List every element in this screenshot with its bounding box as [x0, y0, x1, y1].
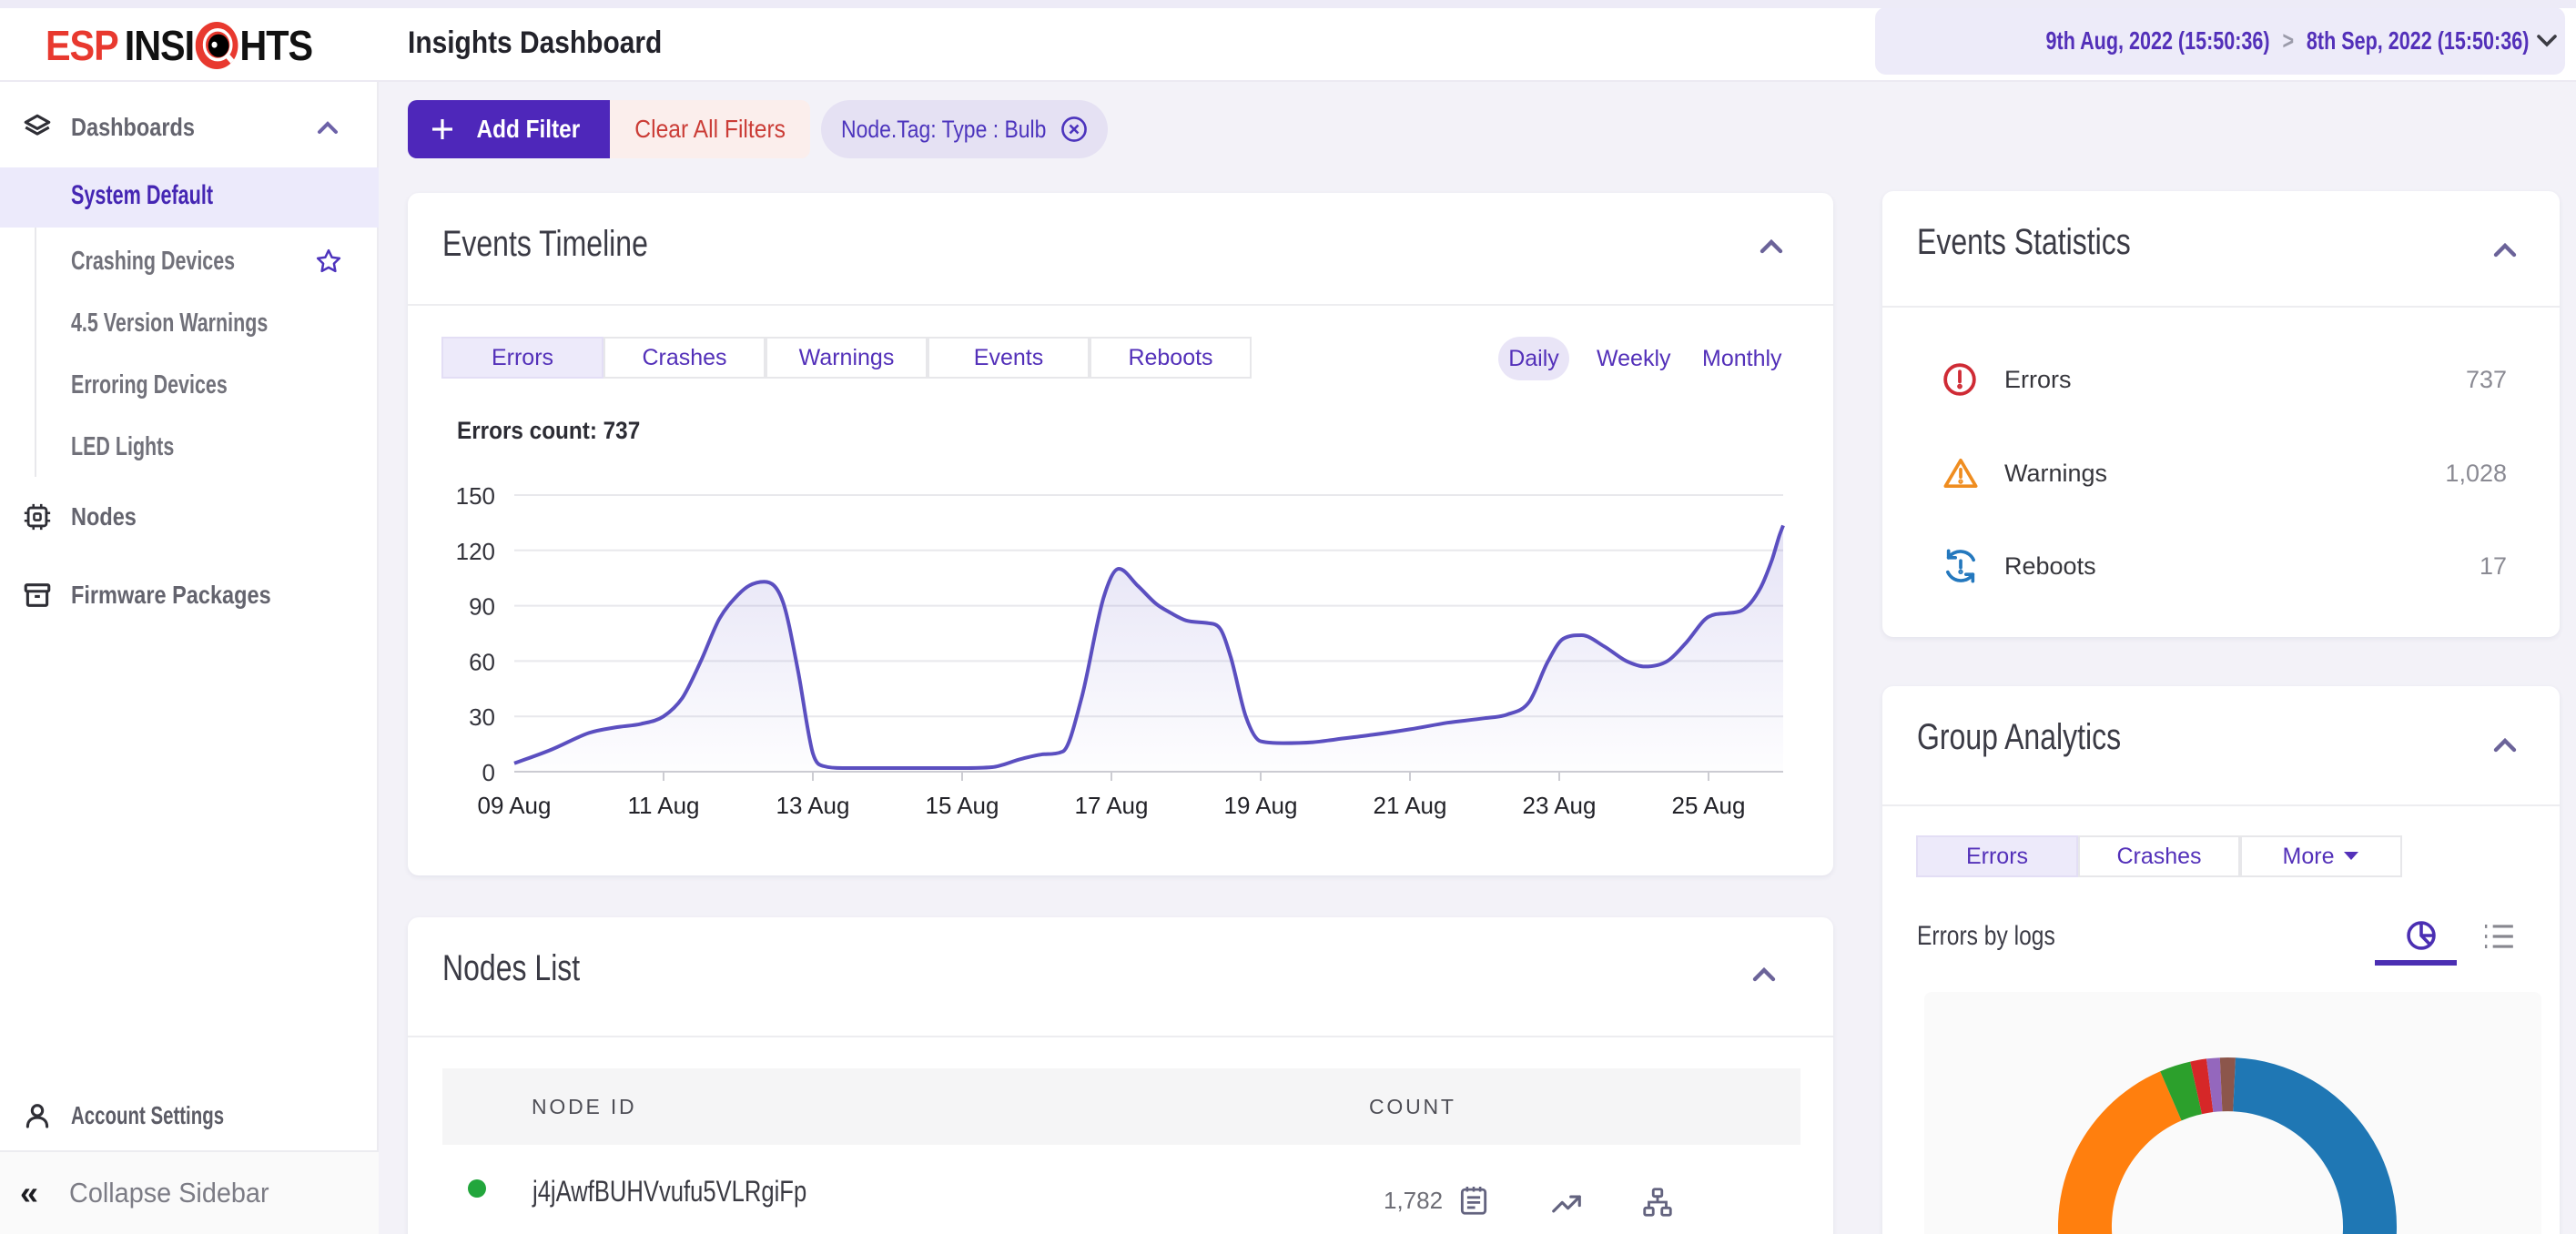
- svg-text:15 Aug: 15 Aug: [926, 792, 999, 819]
- svg-text:60: 60: [469, 648, 495, 675]
- svg-text:0: 0: [482, 759, 495, 786]
- svg-text:21 Aug: 21 Aug: [1374, 792, 1447, 819]
- svg-text:09 Aug: 09 Aug: [478, 792, 552, 819]
- svg-text:120: 120: [456, 538, 495, 565]
- svg-text:17 Aug: 17 Aug: [1075, 792, 1149, 819]
- svg-text:19 Aug: 19 Aug: [1224, 792, 1298, 819]
- svg-text:25 Aug: 25 Aug: [1672, 792, 1746, 819]
- svg-text:23 Aug: 23 Aug: [1523, 792, 1597, 819]
- svg-text:30: 30: [469, 703, 495, 731]
- svg-text:13 Aug: 13 Aug: [776, 792, 850, 819]
- svg-text:150: 150: [456, 482, 495, 510]
- svg-text:90: 90: [469, 593, 495, 621]
- svg-text:11 Aug: 11 Aug: [627, 792, 699, 819]
